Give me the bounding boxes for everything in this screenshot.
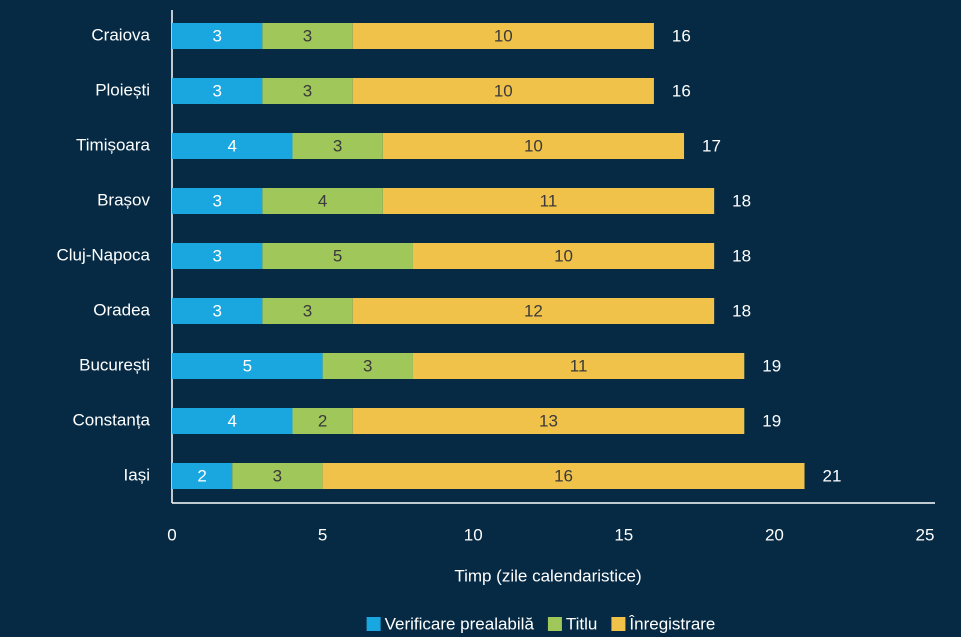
x-tick-label: 5 [318, 525, 327, 544]
total-label: 17 [702, 136, 721, 155]
total-label: 18 [732, 246, 751, 265]
total-label: 18 [732, 191, 751, 210]
bar-value-label: 3 [273, 466, 282, 485]
x-tick-label: 25 [916, 525, 935, 544]
bar-value-label: 5 [243, 356, 252, 375]
bar-value-label: 11 [540, 191, 558, 210]
total-label: 19 [762, 356, 781, 375]
bar-value-label: 3 [212, 81, 221, 100]
bar-value-label: 2 [318, 411, 327, 430]
bar-segment [172, 353, 323, 379]
bar-value-label: 3 [212, 191, 221, 210]
legend-swatch [547, 617, 562, 631]
total-label: 18 [732, 301, 751, 320]
bar-segment [382, 133, 685, 159]
total-label: 19 [762, 411, 781, 430]
bar-value-label: 4 [318, 191, 327, 210]
bar-value-label: 4 [228, 411, 237, 430]
bar-value-label: 3 [212, 301, 221, 320]
bar-segment [352, 408, 745, 434]
bar-value-label: 2 [197, 466, 206, 485]
x-tick-label: 10 [464, 525, 483, 544]
legend-label: Titlu [566, 614, 598, 633]
x-tick-label: 20 [765, 525, 784, 544]
bar-value-label: 13 [539, 411, 558, 430]
x-tick-label: 15 [614, 525, 633, 544]
legend-label: Înregistrare [628, 614, 715, 633]
bar-value-label: 5 [333, 246, 342, 265]
bar-value-label: 4 [228, 136, 237, 155]
total-label: 16 [672, 81, 691, 100]
legend-swatch [366, 617, 381, 631]
bar-value-label: 12 [524, 301, 543, 320]
bar-value-label: 3 [212, 246, 221, 265]
y-tick-label: Oradea [93, 300, 150, 319]
y-tick-label: Iași [124, 465, 150, 484]
x-tick-label: 0 [167, 525, 176, 544]
bar-segment [172, 408, 293, 434]
bar-value-label: 10 [494, 26, 513, 45]
bar-segment [412, 353, 745, 379]
bar-segment [352, 23, 654, 49]
bar-segment [322, 463, 805, 489]
bar-segment [292, 408, 353, 434]
bar-segment [172, 463, 233, 489]
legend-swatch [611, 617, 626, 631]
bar-segment [262, 243, 413, 269]
bar-segment [412, 243, 715, 269]
total-label: 16 [672, 26, 691, 45]
bar-value-label: 3 [363, 356, 372, 375]
bar-segment [292, 133, 383, 159]
y-tick-label: București [79, 355, 150, 374]
bar-segment [172, 243, 263, 269]
bar-value-label: 10 [524, 136, 543, 155]
bar-segment [172, 188, 263, 214]
bar-segment [262, 298, 353, 324]
legend-label: Verificare prealabilă [385, 614, 535, 633]
bar-segment [322, 353, 413, 379]
bar-value-label: 3 [303, 301, 312, 320]
y-tick-label: Cluj-Napoca [56, 245, 150, 264]
bar-value-label: 11 [570, 356, 588, 375]
total-label: 21 [823, 466, 842, 485]
bar-value-label: 3 [333, 136, 342, 155]
bar-value-label: 16 [554, 466, 573, 485]
bar-segment [172, 298, 263, 324]
bar-segment [172, 133, 293, 159]
bar-segment [382, 188, 715, 214]
bar-value-label: 10 [554, 246, 573, 265]
bar-value-label: 3 [303, 81, 312, 100]
bar-segment [352, 298, 715, 324]
bar-segment [172, 78, 263, 104]
bar-segment [232, 463, 323, 489]
y-tick-label: Brașov [97, 190, 150, 209]
bar-segment [352, 78, 654, 104]
x-axis-title: Timp (zile calendaristice) [454, 566, 641, 585]
bar-segment [262, 78, 353, 104]
y-tick-label: Timișoara [76, 135, 151, 154]
bar-value-label: 3 [303, 26, 312, 45]
bar-segment [172, 23, 263, 49]
y-tick-label: Craiova [91, 25, 150, 44]
bar-value-label: 3 [212, 26, 221, 45]
y-tick-label: Ploiești [95, 80, 150, 99]
bar-value-label: 10 [494, 81, 513, 100]
bar-segment [262, 23, 353, 49]
y-tick-label: Constanța [73, 410, 151, 429]
bar-segment [262, 188, 383, 214]
